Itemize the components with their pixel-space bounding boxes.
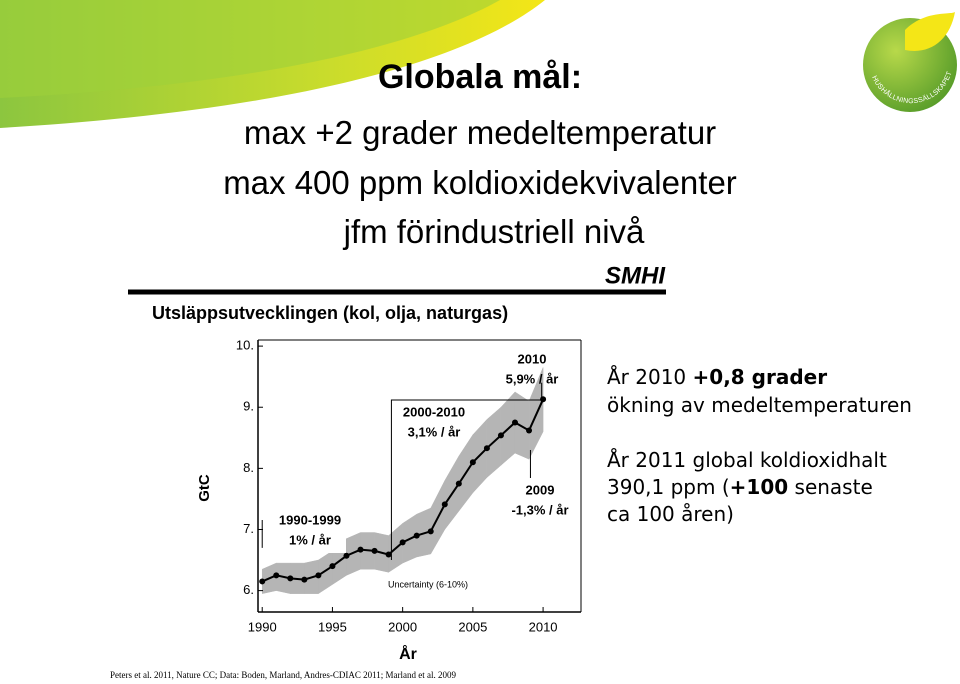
annotation: 5,9% / år bbox=[506, 371, 559, 386]
point bbox=[469, 459, 476, 466]
note-text: senaste bbox=[788, 475, 873, 499]
heading: Globala mål: bbox=[377, 58, 583, 96]
note: ökning av medeltemperaturen bbox=[607, 393, 912, 417]
point bbox=[413, 532, 420, 539]
plot: 6. 7. 8. 9. 10. 1990 1995 2000 2005 2010 1990-1999… bbox=[236, 338, 582, 634]
point bbox=[259, 578, 266, 585]
note: 390,1 ppm (+100 senaste bbox=[607, 474, 873, 500]
point bbox=[315, 572, 322, 579]
x-tick-label: 2000 bbox=[388, 619, 417, 634]
point bbox=[385, 551, 392, 558]
point bbox=[357, 546, 364, 553]
note-text: År 2010 bbox=[607, 365, 693, 389]
annotation: 2010 bbox=[518, 351, 547, 366]
point bbox=[371, 547, 378, 554]
annotation: -1,3% / år bbox=[511, 502, 568, 517]
point bbox=[427, 528, 434, 535]
y-tick-label: 6. bbox=[243, 582, 254, 597]
point bbox=[287, 575, 294, 582]
note: ca 100 åren) bbox=[607, 502, 734, 526]
x-label: År bbox=[399, 644, 417, 663]
heading-line: max 400 ppm koldioxidekvivalenter bbox=[223, 164, 737, 201]
point bbox=[526, 427, 533, 434]
annotation: 2009 bbox=[526, 482, 555, 497]
annotation: 2000-2010 bbox=[403, 404, 465, 419]
x-tick-label: 2010 bbox=[529, 619, 558, 634]
y-tick-label: 8. bbox=[243, 460, 254, 475]
logo-leaf bbox=[905, 12, 955, 51]
point bbox=[497, 432, 504, 439]
heading-line: max +2 grader medeltemperatur bbox=[243, 114, 717, 151]
point bbox=[441, 501, 448, 508]
heading-line: jfm förindustriell nivå bbox=[343, 213, 645, 250]
point bbox=[483, 445, 490, 452]
smhi-logo: SMHI bbox=[605, 262, 666, 289]
y-label: GtC bbox=[196, 474, 213, 502]
point bbox=[273, 572, 280, 579]
swoosh bbox=[0, 0, 500, 98]
annotation: 1990-1999 bbox=[279, 512, 341, 527]
chart-title: Utsläppsutvecklingen (kol, olja, naturga… bbox=[152, 303, 508, 323]
x-tick-label: 1995 bbox=[318, 619, 347, 634]
y-tick-label: 7. bbox=[243, 521, 254, 536]
note: År 2010 +0,8 grader bbox=[607, 364, 827, 390]
point bbox=[301, 576, 308, 583]
annotation-bg bbox=[274, 509, 346, 553]
point bbox=[343, 552, 350, 559]
y-tick-label: 10. bbox=[236, 338, 254, 353]
point bbox=[540, 396, 547, 403]
uncertainty-band bbox=[318, 550, 333, 595]
annotation: Uncertainty (6-10%) bbox=[388, 579, 468, 589]
point bbox=[399, 539, 406, 546]
note-text: 390,1 ppm ( bbox=[607, 475, 730, 499]
source: Peters et al. 2011, Nature CC; Data: Bod… bbox=[110, 670, 457, 680]
x-tick-label: 2005 bbox=[458, 619, 487, 634]
note: År 2011 global koldioxidhalt bbox=[607, 448, 887, 472]
y-tick-label: 9. bbox=[243, 399, 254, 414]
annotation: 1% / år bbox=[289, 532, 331, 547]
point bbox=[455, 480, 462, 487]
point bbox=[329, 563, 336, 570]
note-bold: +100 bbox=[729, 475, 789, 499]
annotation-frame bbox=[261, 382, 543, 561]
x-tick-label: 1990 bbox=[248, 619, 277, 634]
note-bold: +0,8 grader bbox=[692, 365, 828, 389]
point bbox=[511, 419, 518, 426]
annotation: 3,1% / år bbox=[408, 424, 461, 439]
